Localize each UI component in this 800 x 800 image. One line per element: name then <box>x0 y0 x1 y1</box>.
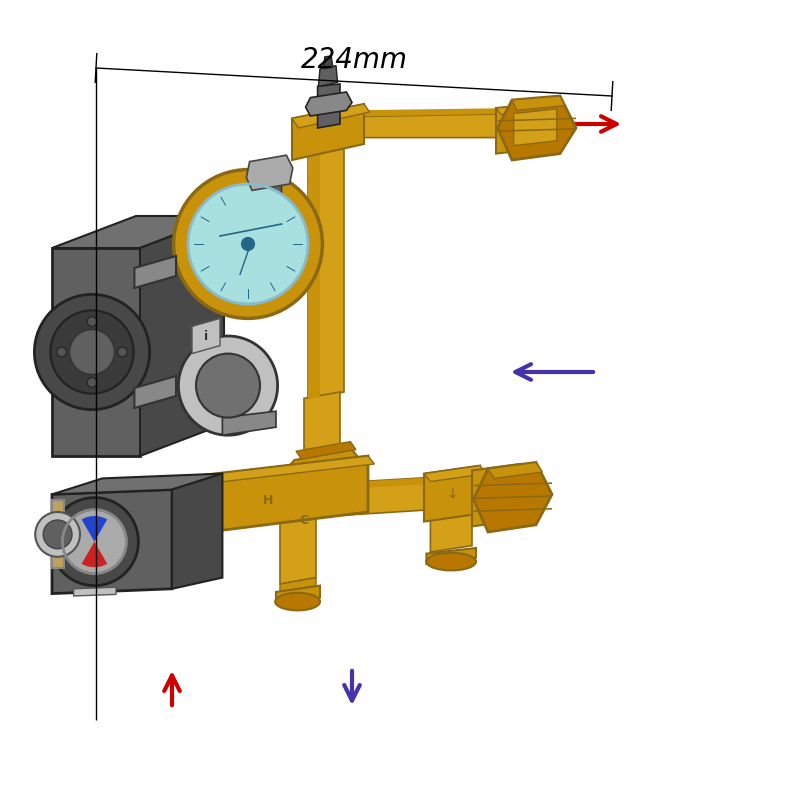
Polygon shape <box>512 96 565 110</box>
Polygon shape <box>292 104 370 128</box>
Polygon shape <box>306 92 352 116</box>
Polygon shape <box>292 104 364 160</box>
Polygon shape <box>52 490 172 594</box>
Polygon shape <box>474 508 552 512</box>
Polygon shape <box>222 411 276 435</box>
Polygon shape <box>344 108 520 117</box>
Polygon shape <box>318 84 340 128</box>
Polygon shape <box>284 216 314 252</box>
Text: i: i <box>203 330 208 342</box>
Polygon shape <box>74 587 116 596</box>
Polygon shape <box>52 474 222 494</box>
Text: 224mm: 224mm <box>301 46 407 74</box>
Polygon shape <box>318 66 338 86</box>
Polygon shape <box>426 548 476 564</box>
Wedge shape <box>82 542 107 567</box>
Text: ↓: ↓ <box>446 486 458 501</box>
Polygon shape <box>430 514 472 552</box>
Circle shape <box>87 317 97 326</box>
Circle shape <box>188 184 308 304</box>
Polygon shape <box>332 474 498 490</box>
Circle shape <box>242 238 254 250</box>
Polygon shape <box>284 208 314 224</box>
Polygon shape <box>304 392 340 456</box>
Polygon shape <box>474 462 552 532</box>
Polygon shape <box>498 128 576 132</box>
Wedge shape <box>82 516 107 542</box>
Polygon shape <box>488 462 542 478</box>
Polygon shape <box>323 56 333 69</box>
Polygon shape <box>276 586 320 604</box>
Polygon shape <box>474 482 552 486</box>
Polygon shape <box>260 184 282 208</box>
Circle shape <box>174 170 322 318</box>
Circle shape <box>34 294 150 410</box>
Polygon shape <box>52 248 140 456</box>
Polygon shape <box>246 155 293 190</box>
Circle shape <box>196 354 260 418</box>
Polygon shape <box>288 450 358 474</box>
Circle shape <box>118 347 127 357</box>
Polygon shape <box>332 474 496 516</box>
Text: H: H <box>263 494 273 506</box>
Polygon shape <box>192 318 220 354</box>
Polygon shape <box>140 216 224 456</box>
Polygon shape <box>424 466 480 522</box>
Polygon shape <box>308 130 320 400</box>
Polygon shape <box>514 109 557 146</box>
Polygon shape <box>134 376 176 408</box>
Polygon shape <box>296 442 356 459</box>
Polygon shape <box>184 474 216 531</box>
Ellipse shape <box>275 593 320 610</box>
Circle shape <box>178 336 278 435</box>
Circle shape <box>57 347 66 357</box>
Polygon shape <box>176 456 374 486</box>
Circle shape <box>35 512 80 557</box>
Polygon shape <box>52 500 64 568</box>
Polygon shape <box>172 474 222 589</box>
Circle shape <box>50 310 134 394</box>
Polygon shape <box>498 118 576 122</box>
Polygon shape <box>496 104 549 114</box>
Circle shape <box>43 520 72 549</box>
Polygon shape <box>280 578 316 592</box>
Polygon shape <box>308 128 344 400</box>
Circle shape <box>70 330 114 374</box>
Circle shape <box>50 498 138 586</box>
Circle shape <box>87 378 97 387</box>
Polygon shape <box>498 96 576 160</box>
Text: C: C <box>299 514 309 526</box>
Polygon shape <box>176 456 368 536</box>
Polygon shape <box>424 466 486 482</box>
Polygon shape <box>344 114 520 138</box>
Ellipse shape <box>426 553 476 570</box>
Polygon shape <box>472 464 520 526</box>
Polygon shape <box>496 104 544 154</box>
Polygon shape <box>52 216 224 248</box>
Circle shape <box>62 510 126 574</box>
Polygon shape <box>134 256 176 288</box>
Polygon shape <box>474 495 552 499</box>
Polygon shape <box>280 506 316 584</box>
